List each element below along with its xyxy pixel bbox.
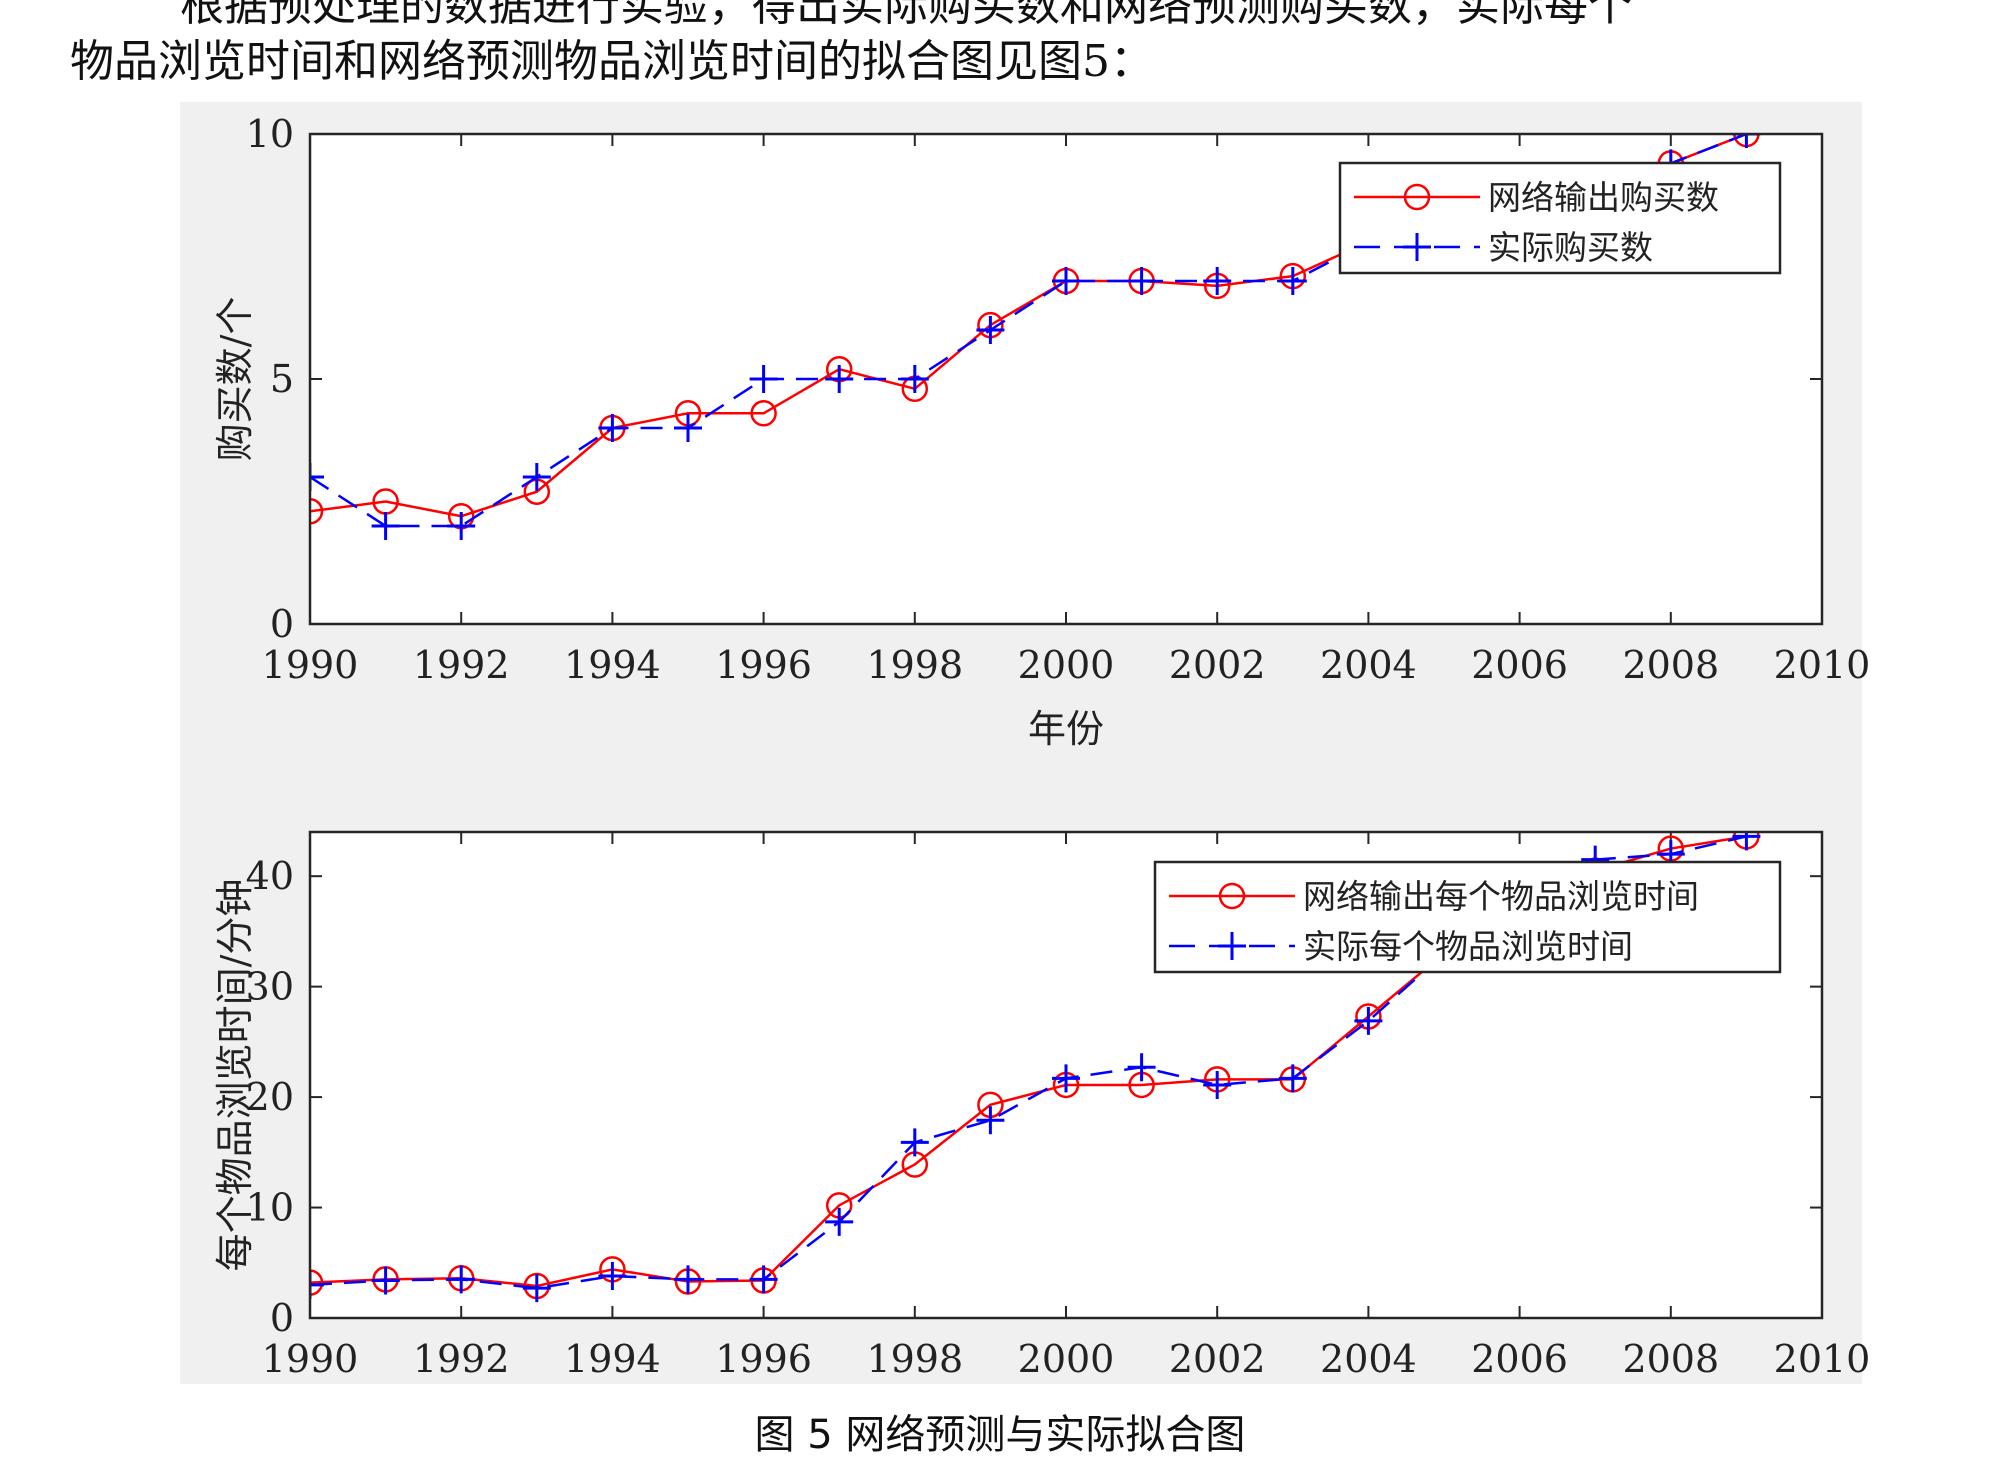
chart2-point-actual — [825, 1207, 854, 1236]
chart1-y-tick-label: 0 — [270, 602, 294, 646]
chart2-x-tick-label: 1992 — [413, 1337, 510, 1381]
chart1-point-predicted — [750, 400, 777, 427]
chart2-y-tick-label: 0 — [270, 1296, 294, 1340]
chart2-point-actual — [900, 1128, 929, 1157]
chart2-legend-box — [1153, 860, 1782, 974]
chart2-x-tick-label: 1996 — [715, 1337, 812, 1381]
chart2-y-axis-label: 每个物品浏览时间/分钟 — [213, 879, 257, 1272]
chart1-x-tick-label: 2010 — [1774, 643, 1871, 687]
chart1-x-tick-label: 1994 — [564, 643, 661, 687]
chart2-x-tick-label: 1994 — [564, 1337, 661, 1381]
chart2-y-tick-label: 30 — [246, 965, 294, 1009]
chart1-point-actual — [825, 365, 854, 393]
chart1-point-actual — [976, 316, 1005, 344]
chart1-point-actual — [1278, 267, 1307, 295]
chart1-axes-frame — [308, 132, 1824, 626]
chart1-point-actual — [371, 512, 400, 540]
chart2-point-actual — [447, 1265, 476, 1294]
chart2-legend-marker-2 — [1218, 932, 1246, 960]
chart2-point-actual — [598, 1262, 627, 1291]
chart2-x-tick-label: 1998 — [866, 1337, 963, 1381]
chart2-point-actual — [976, 1106, 1005, 1135]
chart1-x-tick-label: 2008 — [1622, 643, 1719, 687]
chart1-point-actual — [1732, 134, 1761, 148]
chart2-point-actual — [1732, 832, 1761, 851]
chart1-legend-marker-2 — [1403, 233, 1431, 261]
chart1-x-tick-label: 1992 — [413, 643, 510, 687]
chart1-x-axis-label: 年份 — [1028, 707, 1104, 751]
chart2-point-actual — [749, 1265, 778, 1294]
chart2-y-tick-label: 10 — [246, 1186, 294, 1230]
chart1-point-actual — [447, 512, 476, 540]
chart2-point-predicted — [310, 1269, 324, 1296]
chart2-x-tick-label: 2004 — [1320, 1337, 1417, 1381]
paragraph-line-2: 物品浏览时间和网络预测物品浏览时间的拟合图见图5： — [70, 36, 1154, 87]
chart2-x-tick-label: 2010 — [1774, 1337, 1871, 1381]
chart2-point-actual — [1203, 1070, 1232, 1099]
chart2-point-actual — [522, 1274, 551, 1303]
paragraph-line-1: 根据预处理的数据进行实验，得出实际购买数和网络预测购买数，实际每个 — [180, 0, 1632, 31]
chart2-x-tick-label: 2006 — [1471, 1337, 1568, 1381]
chart1-point-actual — [749, 365, 778, 393]
chart2-point-actual — [310, 1270, 324, 1299]
chart2-point-actual — [1127, 1053, 1156, 1082]
chart1-x-tick-label: 1996 — [715, 643, 812, 687]
chart2-point-actual — [1278, 1064, 1307, 1093]
chart2-y-tick-label: 20 — [246, 1075, 294, 1119]
chart1-legend-label-2: 实际购买数 — [1488, 228, 1653, 267]
chart1-x-tick-label: 2006 — [1471, 643, 1568, 687]
chart1-x-tick-label: 2004 — [1320, 643, 1417, 687]
chart2-y-tick-label: 40 — [246, 854, 294, 898]
chart1-x-tick-label: 2002 — [1169, 643, 1266, 687]
chart2-point-actual — [1052, 1064, 1080, 1093]
chart2-legend-label-2: 实际每个物品浏览时间 — [1303, 927, 1633, 966]
chart2-x-tick-label: 2008 — [1622, 1337, 1719, 1381]
chart1-point-actual — [900, 365, 929, 393]
chart1-y-tick-label: 10 — [246, 112, 294, 156]
chart1-legend-box — [1338, 161, 1782, 275]
chart1-point-actual — [1127, 267, 1156, 295]
chart1-point-actual — [310, 463, 324, 491]
chart1-point-actual — [1052, 267, 1080, 295]
chart2-x-tick-label: 1990 — [262, 1337, 359, 1381]
chart1-x-tick-label: 1998 — [866, 643, 963, 687]
chart1-y-axis-label: 购买数/个 — [213, 297, 257, 462]
chart1-point-predicted — [310, 498, 324, 525]
chart2-x-tick-label: 2002 — [1169, 1337, 1266, 1381]
chart1-point-actual — [598, 414, 627, 442]
chart1-x-tick-label: 1990 — [262, 643, 359, 687]
chart1-point-actual — [674, 414, 702, 442]
chart2-point-actual — [1354, 1006, 1383, 1035]
chart2-legend-label-1: 网络输出每个物品浏览时间 — [1303, 877, 1699, 916]
chart2-axes-frame — [308, 830, 1824, 1320]
chart2-point-actual — [371, 1266, 400, 1295]
chart1-x-tick-label: 2000 — [1018, 643, 1115, 687]
chart1-y-tick-label: 5 — [270, 357, 294, 401]
chart2-legend-marker-1 — [1218, 882, 1246, 910]
chart1-legend-label-1: 网络输出购买数 — [1488, 178, 1719, 217]
chart1-point-actual — [522, 463, 551, 491]
chart2-point-actual — [674, 1265, 702, 1294]
chart1-point-actual — [1203, 267, 1232, 295]
chart2-x-tick-label: 2000 — [1018, 1337, 1115, 1381]
figure-caption: 图 5 网络预测与实际拟合图 — [754, 1412, 1246, 1458]
chart1-legend-marker-1 — [1403, 183, 1431, 211]
